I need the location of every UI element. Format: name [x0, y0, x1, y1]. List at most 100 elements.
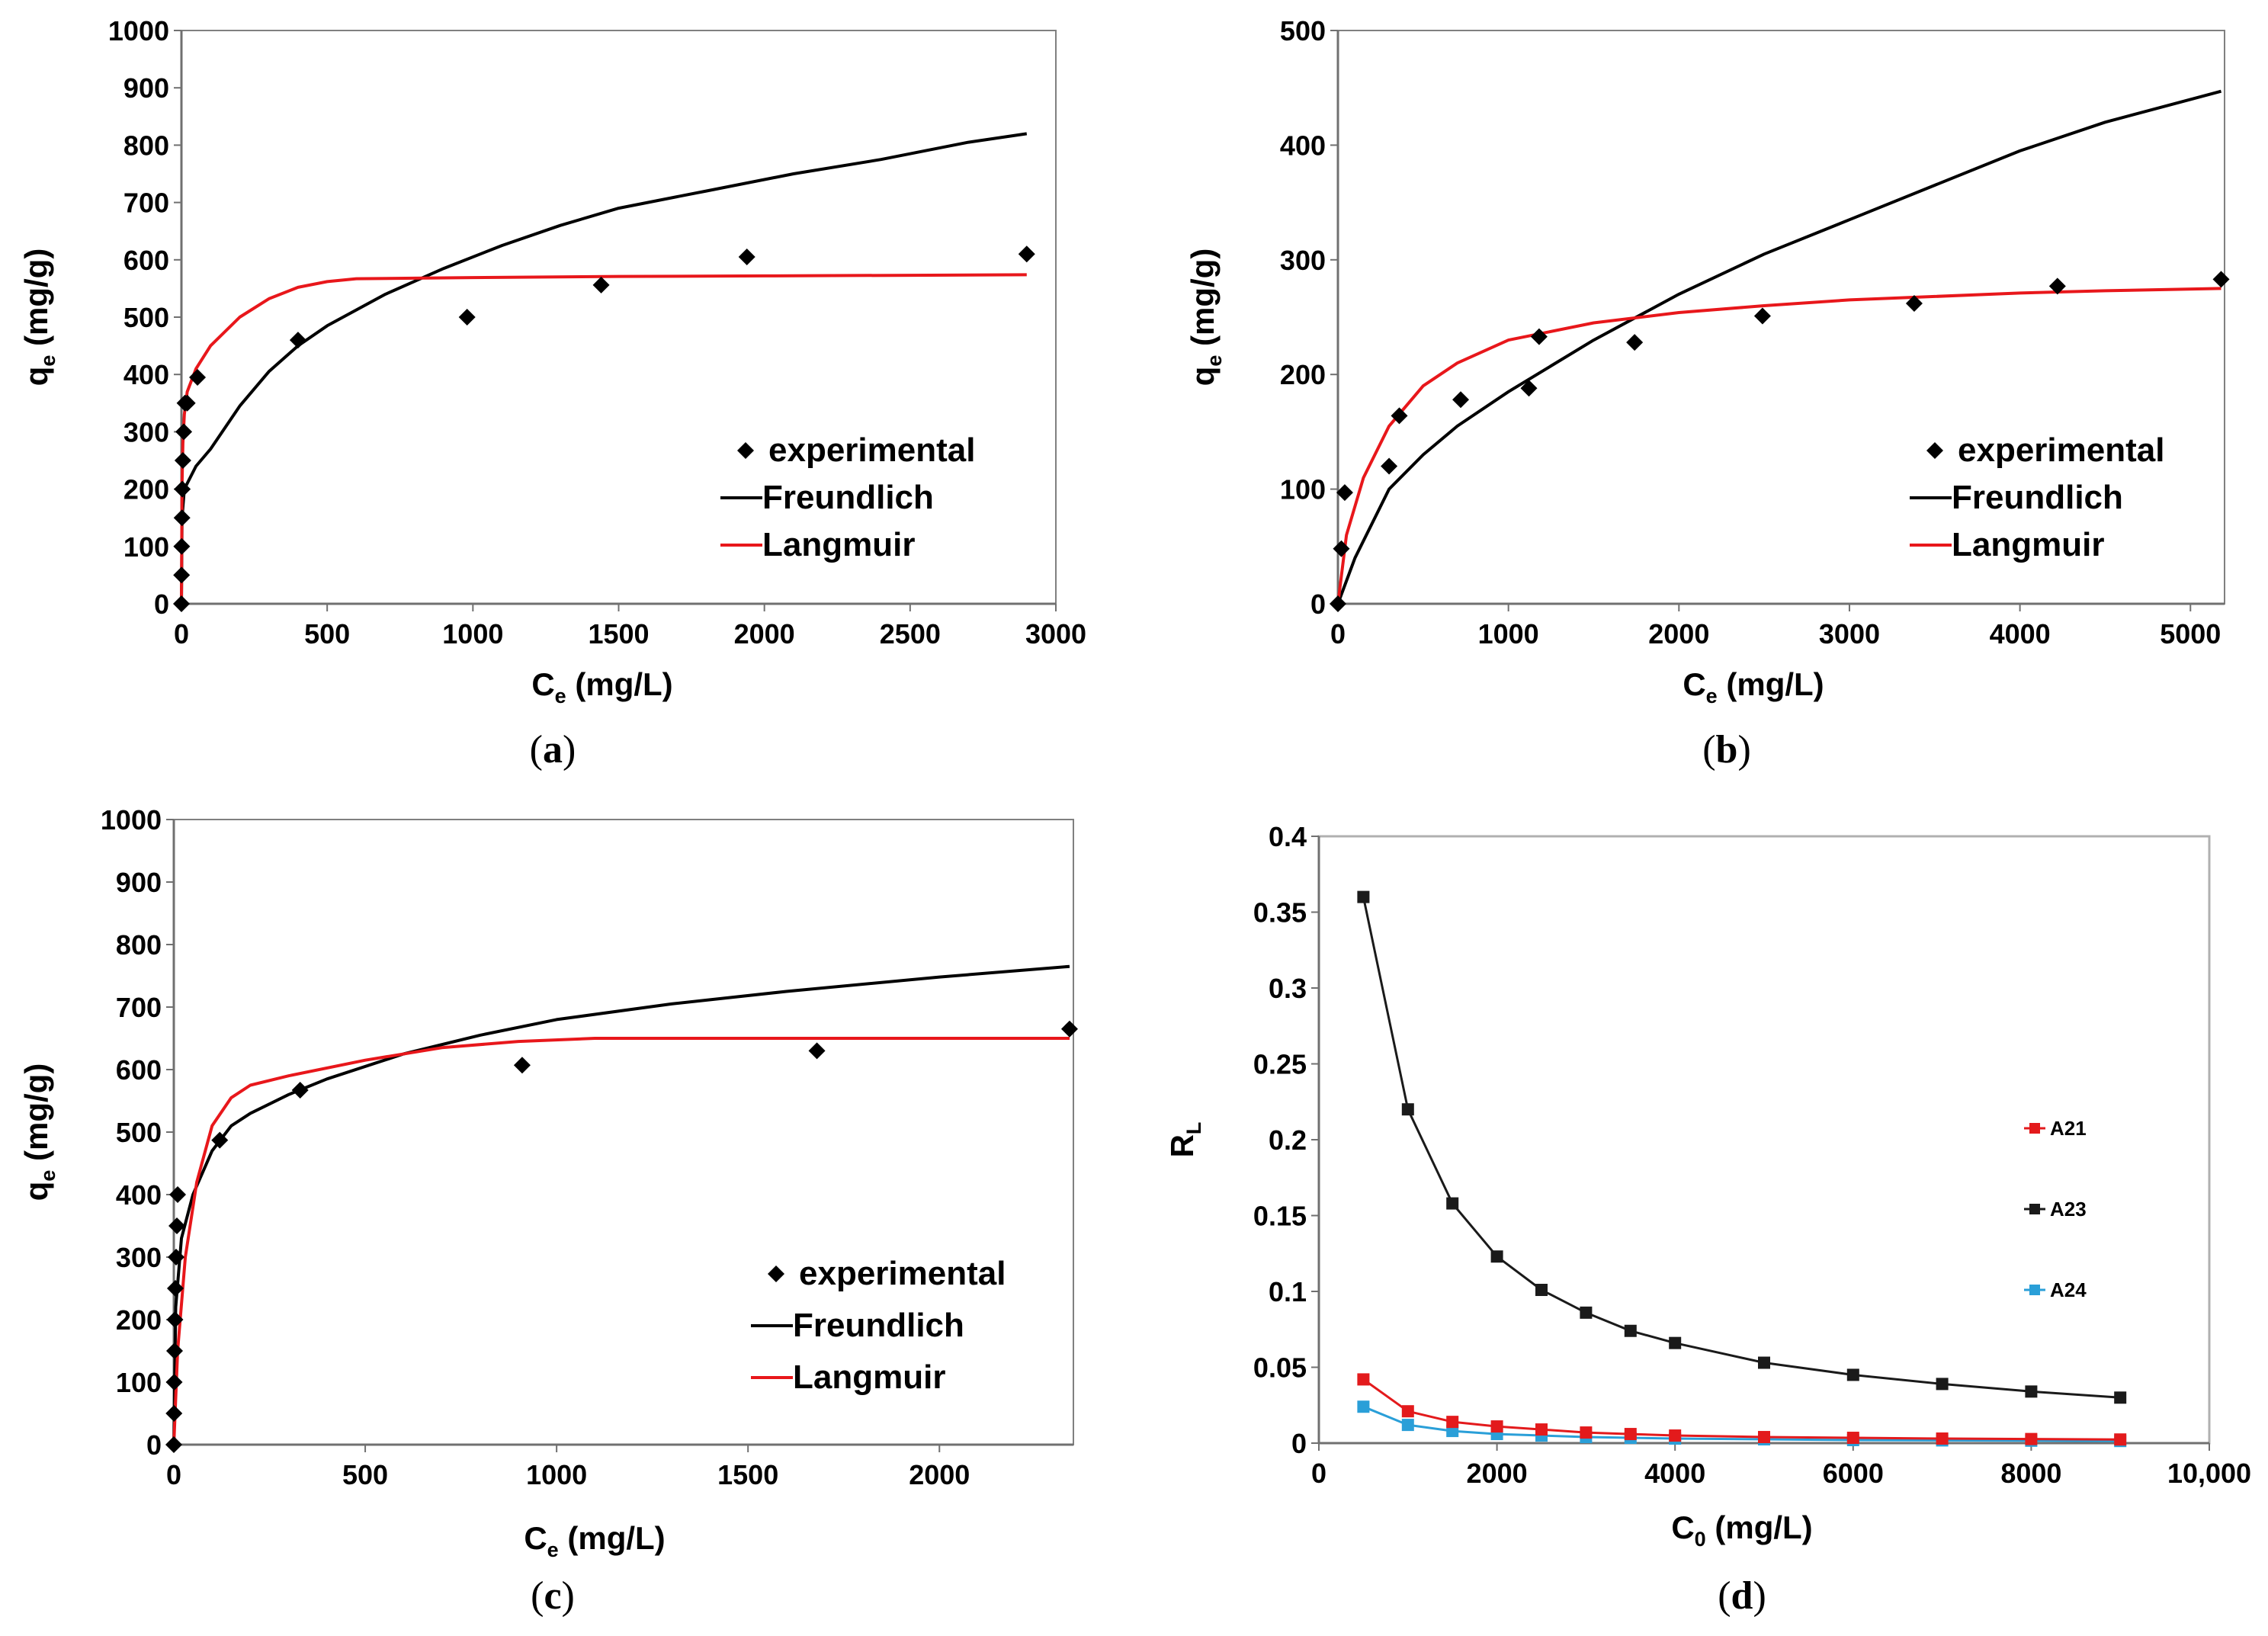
x-tick-label: 0 — [174, 618, 189, 650]
caption-letter: a — [543, 728, 563, 771]
y-tick-label: 200 — [1280, 359, 1326, 390]
freundlich-curve — [172, 964, 1070, 1445]
legend-label-langmuir: Langmuir — [1952, 526, 2104, 563]
legend-label-A23: A23 — [2050, 1198, 2087, 1221]
experimental-point — [166, 1342, 184, 1359]
series-point-A23 — [1401, 1103, 1414, 1116]
y-tick-label: 500 — [116, 1117, 162, 1148]
y-tick-label: 800 — [116, 929, 162, 961]
x-axis-title: Ce (mg/L) — [1683, 666, 1824, 707]
experimental-point — [169, 1186, 187, 1203]
x-tick-label: 1000 — [442, 618, 503, 650]
experimental-point — [165, 1436, 182, 1453]
x-tick-label: 4000 — [1990, 618, 2051, 650]
y-tick-label: 0.15 — [1253, 1201, 1307, 1232]
panel-caption: (d) — [1718, 1574, 1766, 1618]
series-point-A23 — [2114, 1391, 2127, 1404]
axis-label-main: R — [1164, 1134, 1200, 1157]
y-tick-label: 300 — [116, 1242, 162, 1273]
axis-label-sub: e — [547, 1538, 559, 1561]
series-point-A23 — [1669, 1336, 1682, 1349]
y-tick-label: 0.4 — [1269, 821, 1307, 852]
legend: experimental Freundlich Langmuir — [720, 431, 975, 563]
experimental-point — [1452, 391, 1470, 409]
series-point-A21 — [1535, 1423, 1548, 1436]
experimental-point — [738, 249, 755, 266]
series-point-A21 — [1624, 1428, 1637, 1441]
x-tick-label: 6000 — [1823, 1458, 1884, 1489]
caption-letter: b — [1716, 728, 1738, 771]
y-tick-label: 400 — [1280, 130, 1326, 161]
x-tick-label: 1500 — [717, 1459, 778, 1490]
axis-label-main: C — [1671, 1509, 1694, 1545]
axis-label-sub: e — [1706, 685, 1718, 707]
series-point-A23 — [1846, 1368, 1859, 1381]
x-axis-title: Ce (mg/L) — [524, 1520, 665, 1561]
langmuir-curve — [180, 273, 1027, 605]
series-point-A21 — [1669, 1429, 1682, 1442]
experimental-point — [2212, 271, 2230, 288]
experimental-point — [1060, 1020, 1078, 1038]
axis-label-unit: (mg/g) — [18, 249, 54, 355]
experimental-point — [168, 1249, 185, 1265]
y-tick-label: 100 — [1280, 474, 1326, 505]
x-tick-label: 500 — [342, 1459, 388, 1490]
caption-letter: c — [544, 1574, 561, 1618]
legend-label-langmuir: Langmuir — [762, 526, 915, 563]
caption-paren: ( — [530, 728, 543, 771]
axis-label-main: q — [18, 1182, 54, 1201]
experimental-point — [165, 1405, 183, 1422]
experimental-point — [458, 309, 476, 326]
plot-frame — [1337, 30, 2225, 605]
axis-label-main: C — [531, 666, 554, 702]
x-tick-label: 2000 — [1648, 618, 1709, 650]
experimental-point — [1520, 380, 1538, 397]
caption-paren: ) — [563, 728, 576, 771]
legend-marker-experimental — [737, 442, 754, 459]
legend-label-freundlich: Freundlich — [762, 479, 934, 516]
series-point-A24 — [1357, 1400, 1370, 1413]
y-axis-title: qe (mg/g) — [18, 1063, 59, 1201]
experimental-point — [289, 332, 306, 349]
experimental-point — [211, 1131, 229, 1149]
x-tick-label: 1000 — [526, 1459, 587, 1490]
experimental-point — [1905, 294, 1923, 312]
axis-label-sub: e — [37, 355, 59, 367]
x-axis-title: C0 (mg/L) — [1671, 1509, 1812, 1551]
plot-frame — [181, 30, 1057, 605]
legend-label-A24: A24 — [2050, 1278, 2087, 1301]
series-point-A21 — [1490, 1420, 1503, 1433]
caption-paren: ( — [531, 1574, 544, 1618]
experimental-point — [291, 1082, 309, 1099]
series-point-A21 — [1357, 1373, 1370, 1386]
legend-label-langmuir: Langmuir — [793, 1359, 945, 1396]
y-tick-label: 0.25 — [1253, 1049, 1307, 1080]
x-axis-title: Ce (mg/L) — [531, 666, 672, 707]
series-point-A21 — [1758, 1431, 1770, 1444]
legend: experimental Freundlich Langmuir — [1910, 431, 2164, 563]
legend-label-experimental: experimental — [1958, 431, 2164, 469]
y-tick-label: 200 — [116, 1304, 162, 1336]
y-tick-label: 0.2 — [1269, 1124, 1307, 1156]
plot-frame — [1317, 835, 2211, 1445]
experimental-point — [174, 452, 191, 469]
y-tick-label: 500 — [124, 302, 169, 333]
x-tick-label: 2500 — [880, 618, 941, 650]
axis-label-unit: (mg/g) — [18, 1063, 54, 1170]
axis-label-main: q — [1185, 367, 1221, 387]
axis-label-main: C — [524, 1520, 547, 1556]
axis-label-sub: e — [37, 1170, 59, 1182]
caption-letter: d — [1731, 1574, 1753, 1618]
series-point-A21 — [2114, 1433, 2127, 1446]
panel-caption: (b) — [1702, 728, 1751, 771]
panel-caption: (a) — [530, 728, 576, 771]
caption-paren: ) — [562, 1574, 575, 1618]
panel-caption: (c) — [531, 1574, 575, 1618]
y-tick-label: 0 — [154, 589, 169, 620]
x-tick-label: 3000 — [1025, 618, 1086, 650]
y-tick-label: 0.05 — [1253, 1352, 1307, 1384]
x-tick-label: 500 — [304, 618, 350, 650]
experimental-point — [178, 394, 196, 412]
